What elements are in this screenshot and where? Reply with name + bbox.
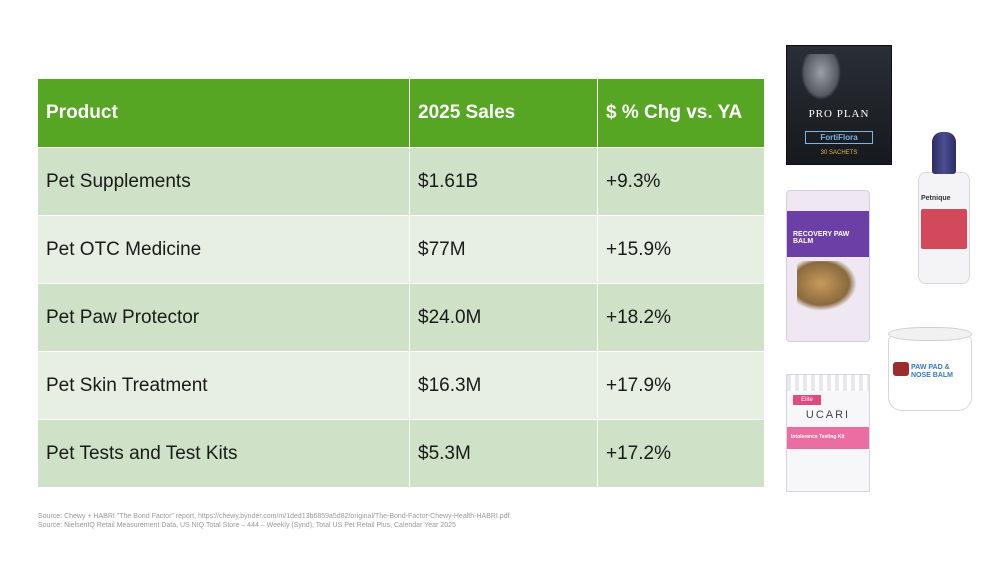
table-row: Pet OTC Medicine $77M +15.9%: [38, 215, 764, 283]
jar-body: PAW PAD & NOSE BALM: [888, 335, 972, 411]
kit-brand: UCARI: [805, 409, 851, 421]
sales-cell: $16.3M: [410, 351, 598, 419]
source-notes: Source: Chewy + HABRI "The Bond Factor" …: [38, 512, 758, 530]
change-cell: +15.9%: [598, 215, 764, 283]
kit-badge: Elite: [793, 395, 821, 405]
dog-icon: [797, 261, 857, 311]
sales-cell: $1.61B: [410, 147, 598, 215]
kit-pink-band: Intolerance Testing Kit: [787, 427, 869, 449]
product-cell: Pet Tests and Test Kits: [38, 419, 410, 487]
test-kit-box-image: Elite UCARI Intolerance Testing Kit: [786, 374, 870, 492]
bottle-cap: [932, 132, 956, 174]
table-row: Pet Skin Treatment $16.3M +17.9%: [38, 351, 764, 419]
change-cell: +18.2%: [598, 283, 764, 351]
fortiflora-brand: PRO PLAN: [808, 108, 870, 120]
kit-top-pattern: [787, 375, 869, 391]
nose-balm-label: PAW PAD & NOSE BALM: [911, 364, 953, 379]
table-row: Pet Supplements $1.61B +9.3%: [38, 147, 764, 215]
source-line-1: Source: Chewy + HABRI "The Bond Factor" …: [38, 513, 510, 520]
change-cell: +17.9%: [598, 351, 764, 419]
ear-drops-bottle-image: Petnique: [918, 132, 970, 284]
nose-balm-jar-image: PAW PAD & NOSE BALM: [888, 327, 972, 411]
product-cell: Pet Paw Protector: [38, 283, 410, 351]
product-cell: Pet Supplements: [38, 147, 410, 215]
fortiflora-name: FortiFlora: [805, 131, 873, 144]
table-header-row: Product 2025 Sales $ % Chg vs. YA: [38, 79, 764, 147]
change-cell: +17.2%: [598, 419, 764, 487]
sales-cell: $77M: [410, 215, 598, 283]
fortiflora-qty: 30 SACHETS: [820, 150, 858, 156]
sales-table: Product 2025 Sales $ % Chg vs. YA Pet Su…: [38, 79, 764, 487]
header-product: Product: [38, 79, 410, 147]
sales-cell: $5.3M: [410, 419, 598, 487]
ear-drops-brand: Petnique: [921, 195, 951, 202]
source-line-2: Source: NielsenIQ Retail Measurement Dat…: [38, 522, 456, 529]
header-change: $ % Chg vs. YA: [598, 79, 764, 147]
bottle-body: Petnique: [918, 172, 970, 284]
fortiflora-box-image: PRO PLAN FortiFlora 30 SACHETS: [786, 45, 892, 165]
table-row: Pet Tests and Test Kits $5.3M +17.2%: [38, 419, 764, 487]
kit-label: Intolerance Testing Kit: [791, 434, 845, 440]
ear-drops-label-stripe: [921, 209, 967, 249]
jar-logo: [893, 362, 909, 376]
product-cell: Pet OTC Medicine: [38, 215, 410, 283]
product-cell: Pet Skin Treatment: [38, 351, 410, 419]
paw-balm-label: RECOVERY PAW BALM: [793, 231, 850, 245]
jar-lid: [888, 327, 972, 341]
paw-balm-pouch-image: RECOVERY PAW BALM: [786, 190, 870, 342]
pouch-band: RECOVERY PAW BALM: [787, 211, 869, 257]
header-sales: 2025 Sales: [410, 79, 598, 147]
dog-icon: [801, 54, 841, 100]
table-row: Pet Paw Protector $24.0M +18.2%: [38, 283, 764, 351]
sales-cell: $24.0M: [410, 283, 598, 351]
change-cell: +9.3%: [598, 147, 764, 215]
